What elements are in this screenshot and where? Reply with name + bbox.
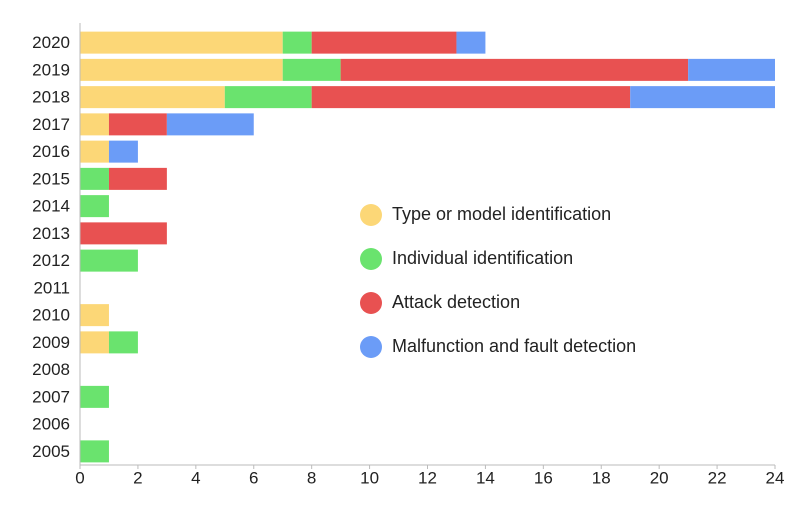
y-tick-label: 2015 — [32, 169, 70, 188]
y-tick-label: 2011 — [33, 278, 70, 297]
x-tick-label: 0 — [75, 468, 84, 487]
bar-segment — [80, 385, 109, 408]
bar-segment — [80, 440, 109, 463]
y-tick-label: 2018 — [32, 88, 70, 107]
y-tick-label: 2006 — [32, 415, 70, 434]
bar-segment — [80, 195, 109, 218]
x-tick-label: 20 — [650, 468, 669, 487]
x-tick-label: 24 — [766, 468, 785, 487]
x-tick-label: 12 — [418, 468, 437, 487]
bar-segment — [80, 222, 167, 245]
legend-marker — [360, 204, 382, 226]
bar-segment — [80, 304, 109, 327]
y-tick-label: 2017 — [32, 115, 70, 134]
legend: Type or model identification Individual i… — [360, 204, 636, 358]
y-tick-label: 2016 — [32, 142, 70, 161]
y-tick-label: 2020 — [32, 33, 70, 52]
y-tick-label: 2012 — [32, 251, 70, 270]
bar-segment — [108, 331, 138, 354]
y-tick-label: 2014 — [32, 197, 70, 216]
bar-segment — [80, 113, 109, 136]
x-tick-label: 18 — [592, 468, 611, 487]
bar-segment — [108, 113, 167, 136]
bar-segment — [80, 167, 109, 190]
bar-segment — [282, 31, 312, 54]
bar-segment — [688, 58, 775, 81]
y-tick-label: 2008 — [32, 360, 70, 379]
bar-segment — [311, 31, 457, 54]
y-tick-label: 2010 — [32, 306, 70, 325]
x-tick-label: 16 — [534, 468, 553, 487]
bar-segment — [224, 86, 312, 109]
x-tick-label: 14 — [476, 468, 495, 487]
bar-segment — [80, 31, 283, 54]
bar-segment — [311, 86, 631, 109]
legend-label: Individual identification — [392, 248, 573, 268]
bar-segment — [456, 31, 486, 54]
x-tick-label: 6 — [249, 468, 258, 487]
x-tick-label: 4 — [191, 468, 200, 487]
x-tick-label: 10 — [360, 468, 379, 487]
bar-segment — [80, 331, 109, 354]
y-tick-label: 2019 — [32, 60, 70, 79]
bar-segment — [108, 140, 138, 163]
y-tick-label: 2009 — [32, 333, 70, 352]
y-tick-label: 2013 — [32, 224, 70, 243]
y-tick-label: 2007 — [32, 387, 70, 406]
legend-marker — [360, 336, 382, 358]
x-tick-label: 8 — [307, 468, 316, 487]
bar-segment — [108, 167, 167, 190]
legend-marker — [360, 248, 382, 270]
x-tick-label: 2 — [133, 468, 142, 487]
bar-segment — [80, 140, 109, 163]
legend-marker — [360, 292, 382, 314]
legend-label: Malfunction and fault detection — [392, 336, 636, 356]
legend-label: Type or model identification — [392, 204, 611, 224]
bar-segment — [166, 113, 254, 136]
bar-segment — [80, 58, 283, 81]
x-tick-label: 22 — [708, 468, 727, 487]
bar-segment — [340, 58, 689, 81]
y-tick-label: 2005 — [32, 442, 70, 461]
bar-segment — [630, 86, 775, 109]
bar-segment — [80, 86, 225, 109]
bar-segment — [80, 249, 138, 272]
bar-segment — [282, 58, 341, 81]
legend-label: Attack detection — [392, 292, 520, 312]
